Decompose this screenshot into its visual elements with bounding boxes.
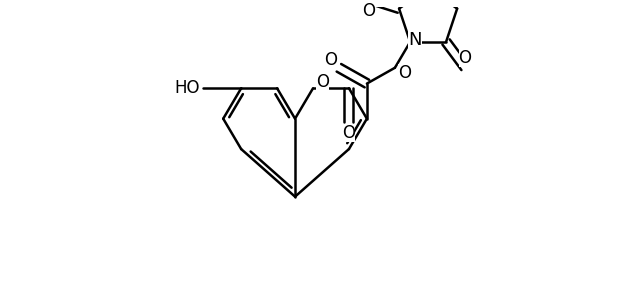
Text: O: O (317, 73, 330, 91)
Text: O: O (362, 1, 375, 20)
Text: O: O (342, 124, 355, 142)
Text: O: O (459, 49, 472, 67)
Text: HO: HO (174, 79, 200, 97)
Text: N: N (408, 31, 422, 49)
Text: O: O (324, 51, 337, 69)
Text: O: O (398, 64, 412, 82)
